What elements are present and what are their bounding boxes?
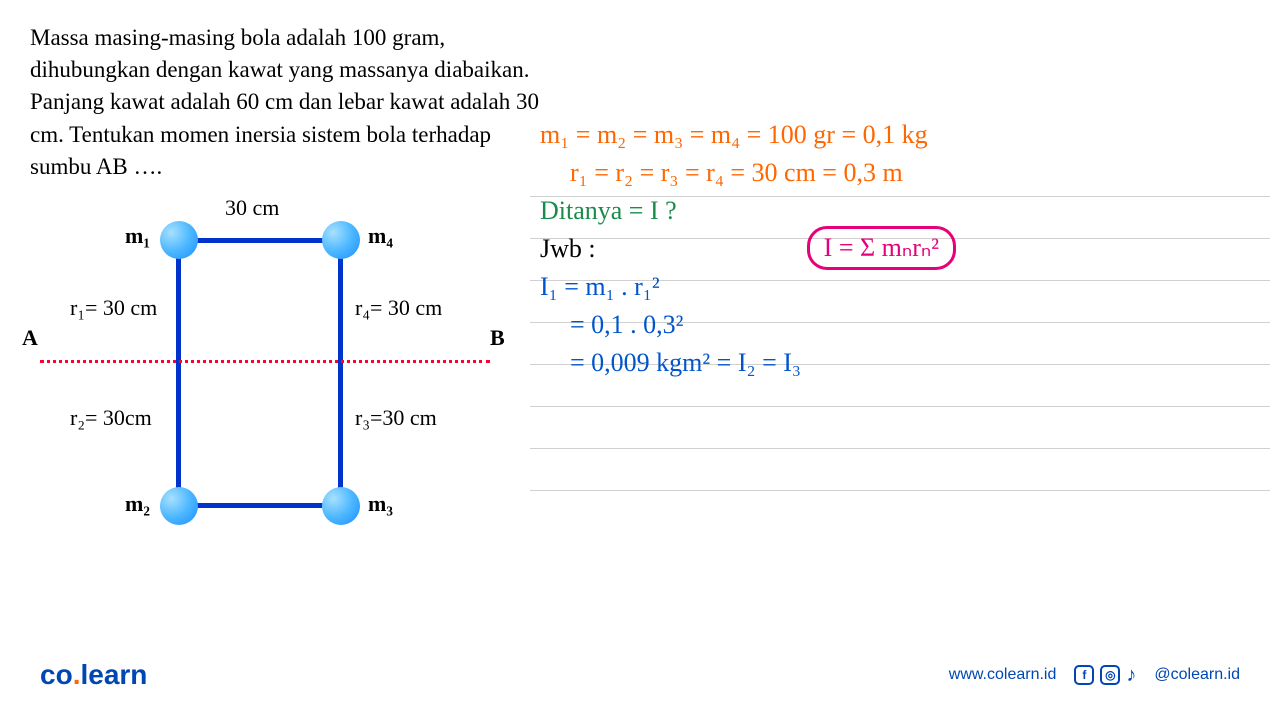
ball-m4 bbox=[322, 221, 360, 259]
answer-label: Jwb : bbox=[540, 234, 677, 264]
footer-handle: @colearn.id bbox=[1154, 666, 1240, 684]
calc-line-3: = 0,009 kgm² = I₂ = I₃ bbox=[570, 348, 1260, 378]
label-m2: m₂ bbox=[125, 491, 150, 517]
asked-label: Ditanya = I ? bbox=[540, 196, 677, 226]
physics-diagram: 30 cm m₁ m₄ m₂ m₃ r₁= 30 cm r₄= 30 cm r₂… bbox=[20, 195, 510, 525]
label-m4: m₄ bbox=[368, 223, 393, 249]
ball-m3 bbox=[322, 487, 360, 525]
label-r4: r₄= 30 cm bbox=[355, 295, 442, 321]
footer-right: www.colearn.id f ◎ ♪ @colearn.id bbox=[949, 664, 1240, 687]
wire-right bbox=[338, 238, 343, 506]
calc-line-2: = 0,1 . 0,3² bbox=[570, 310, 1260, 340]
footer-url: www.colearn.id bbox=[949, 666, 1057, 684]
wire-bottom bbox=[178, 503, 340, 508]
ball-m1 bbox=[160, 221, 198, 259]
label-r1: r₁= 30 cm bbox=[70, 295, 157, 321]
tiktok-icon: ♪ bbox=[1126, 664, 1136, 687]
page-footer: co.learn www.colearn.id f ◎ ♪ @colearn.i… bbox=[0, 655, 1280, 695]
label-r3: r₃=30 cm bbox=[355, 405, 437, 431]
brand-co: co bbox=[40, 659, 73, 690]
calc-line-1: I₁ = m₁ . r₁² bbox=[540, 272, 1260, 302]
axis-label-b: B bbox=[490, 325, 505, 351]
label-r2: r₂= 30cm bbox=[70, 405, 152, 431]
brand-logo: co.learn bbox=[40, 659, 147, 691]
social-icons: f ◎ ♪ bbox=[1074, 664, 1136, 687]
solution-handwritten: m₁ = m₂ = m₃ = m₄ = 100 gr = 0,1 kg r₁ =… bbox=[540, 120, 1260, 386]
facebook-icon: f bbox=[1074, 665, 1094, 685]
instagram-icon: ◎ bbox=[1100, 665, 1120, 685]
given-radii: r₁ = r₂ = r₃ = r₄ = 30 cm = 0,3 m bbox=[570, 158, 1260, 188]
axis-label-a: A bbox=[22, 325, 38, 351]
brand-learn: learn bbox=[80, 659, 147, 690]
wire-left bbox=[176, 238, 181, 506]
axis-ab-line bbox=[40, 360, 490, 363]
given-masses: m₁ = m₂ = m₃ = m₄ = 100 gr = 0,1 kg bbox=[540, 120, 1260, 150]
width-label: 30 cm bbox=[225, 195, 279, 221]
ball-m2 bbox=[160, 487, 198, 525]
problem-statement: Massa masing-masing bola adalah 100 gram… bbox=[30, 22, 550, 183]
formula-box: I = Σ mₙrₙ² bbox=[807, 226, 956, 270]
wire-top bbox=[178, 238, 340, 243]
label-m3: m₃ bbox=[368, 491, 393, 517]
label-m1: m₁ bbox=[125, 223, 150, 249]
